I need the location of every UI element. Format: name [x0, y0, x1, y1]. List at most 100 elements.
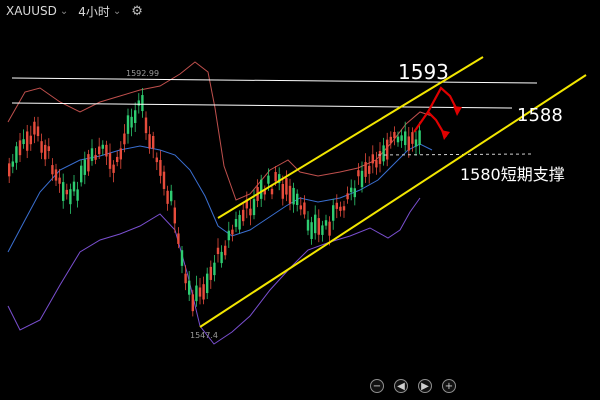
candle-body	[188, 280, 191, 295]
settings-button[interactable]: ⚙	[131, 4, 143, 19]
candle-body	[191, 294, 194, 312]
symbol-label: XAUUSD	[6, 4, 57, 18]
candle-body	[18, 140, 22, 156]
candle-body	[76, 189, 79, 201]
candle-body	[252, 199, 256, 216]
candle-body	[414, 139, 418, 147]
candle-body	[123, 133, 126, 145]
candle-body	[386, 139, 389, 160]
candle-body	[195, 285, 198, 302]
support-label: 1580短期支撑	[460, 165, 565, 184]
candle-body	[371, 154, 374, 164]
candle-body	[170, 190, 173, 202]
candle-body	[231, 229, 234, 235]
candle-body	[8, 163, 11, 177]
candle-body	[184, 273, 187, 284]
candle-body	[119, 148, 122, 160]
trend-lines	[11, 56, 587, 328]
resistance-low-label: 1588	[517, 105, 563, 126]
candle-body	[69, 189, 72, 205]
candle-body	[137, 100, 140, 106]
scroll-left-button[interactable]: ◀	[394, 379, 408, 393]
candle-body	[342, 206, 346, 211]
candle-body	[206, 273, 209, 294]
candle-body	[29, 135, 32, 145]
candle-body	[141, 95, 144, 112]
candle-body	[224, 245, 227, 256]
high-price-label: 1592.99	[126, 69, 159, 78]
candle-body	[62, 182, 65, 201]
candle-body	[375, 160, 378, 168]
middle-band-line	[7, 143, 433, 253]
candle-body	[220, 251, 223, 264]
forecast-arrowhead-2	[453, 106, 462, 116]
lower-band-line	[7, 197, 421, 345]
candle-body	[126, 115, 130, 134]
candle-body	[299, 205, 302, 210]
candle-body	[378, 150, 382, 164]
candle-body	[234, 219, 238, 227]
candle-body	[98, 146, 101, 155]
candle-body	[94, 154, 97, 160]
candle-body	[227, 230, 230, 241]
candle-body	[83, 159, 86, 175]
candle-body	[260, 179, 263, 199]
candle-body	[278, 174, 281, 184]
resistance-1593-line	[11, 77, 538, 84]
resistance-high-label: 1593	[398, 60, 449, 84]
candle-body	[353, 188, 356, 198]
candle-body	[393, 131, 396, 139]
chevron-down-icon: ⌄	[112, 5, 122, 17]
candle-body	[87, 154, 90, 172]
candle-body	[288, 185, 292, 204]
candle-body	[335, 202, 338, 209]
zoom-in-button[interactable]: +	[442, 379, 456, 393]
scroll-right-button[interactable]: ▶	[418, 379, 432, 393]
candle-body	[11, 161, 14, 167]
candle-body	[40, 141, 43, 153]
forecast-arrows	[413, 86, 462, 140]
candle-body	[267, 175, 270, 184]
forecast-arrowhead-1	[441, 130, 450, 140]
candle-body	[54, 169, 58, 181]
candle-body	[213, 262, 216, 276]
candle-body	[332, 205, 335, 221]
candle-body	[339, 206, 342, 211]
candle-body	[396, 136, 400, 143]
candle-body	[303, 202, 306, 215]
candle-body	[144, 117, 148, 134]
candle-body	[274, 171, 277, 182]
candle-body	[198, 287, 202, 297]
forecast-path-1	[413, 110, 447, 138]
timeframe-selector[interactable]: 4小时 ⌄	[78, 3, 121, 20]
low-price-label: 1547.4	[190, 331, 218, 340]
top-toolbar: XAUUSD ⌄ 4小时 ⌄ ⚙	[0, 0, 600, 22]
candle-body	[249, 208, 252, 216]
candle-body	[306, 219, 310, 231]
candle-body	[112, 164, 115, 173]
support-1580-line	[377, 153, 533, 156]
candle-body	[105, 144, 108, 157]
candle-body	[314, 214, 317, 234]
candle-body	[58, 177, 61, 184]
timeframe-label: 4小时	[78, 4, 110, 19]
candle-body	[152, 135, 155, 149]
candle-body	[108, 153, 112, 169]
resistance-1588-line	[11, 102, 513, 109]
candle-body	[44, 144, 47, 160]
candle-body	[296, 193, 299, 205]
upper-band-line	[7, 61, 433, 201]
candle-body	[382, 145, 385, 162]
candle-body	[407, 136, 410, 151]
symbol-selector[interactable]: XAUUSD ⌄	[6, 4, 68, 18]
candle-body	[90, 148, 94, 161]
candle-body	[80, 165, 83, 183]
candle-body	[360, 170, 364, 188]
candle-body	[418, 130, 421, 145]
zoom-out-button[interactable]: −	[370, 379, 384, 393]
candle-body	[33, 121, 36, 135]
candle-body	[65, 189, 68, 195]
candle-body	[22, 139, 25, 145]
